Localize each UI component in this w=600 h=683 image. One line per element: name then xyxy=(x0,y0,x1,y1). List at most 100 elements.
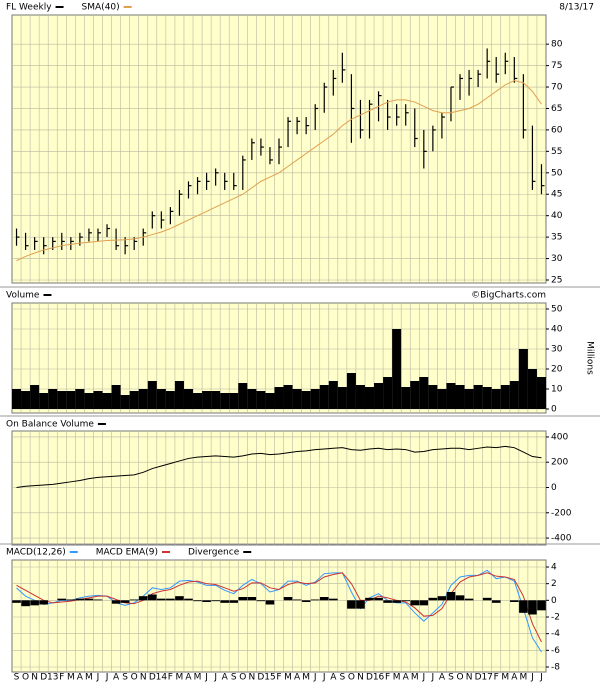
x-tick-label: 17 xyxy=(481,673,492,683)
x-tick-label: J xyxy=(431,673,435,683)
x-tick-label: N xyxy=(466,673,473,683)
x-tick-label: O xyxy=(239,673,246,683)
bar xyxy=(319,597,329,601)
bar xyxy=(156,389,166,409)
y-tick-label: 40 xyxy=(551,325,563,335)
x-tick-label: J xyxy=(105,673,109,683)
bar xyxy=(527,369,537,409)
bar xyxy=(183,389,194,409)
x-tick-label: D xyxy=(366,673,373,683)
bar xyxy=(93,599,103,601)
date: 8/13/17 xyxy=(559,3,594,13)
y-axis-label: Millions xyxy=(585,341,595,375)
bar xyxy=(437,596,447,601)
y-tick-label: 45 xyxy=(551,190,562,200)
bar xyxy=(500,385,510,409)
bar xyxy=(75,598,85,601)
bar xyxy=(383,600,392,603)
y-tick-label: 25 xyxy=(551,275,562,285)
legend-label: Divergence xyxy=(188,548,240,558)
bar xyxy=(446,383,456,409)
bar xyxy=(419,600,429,606)
bar xyxy=(319,385,329,409)
bar xyxy=(12,389,22,409)
y-tick-label: -4 xyxy=(551,629,560,639)
bar xyxy=(256,600,266,602)
bar xyxy=(392,600,401,603)
x-tick-label: M xyxy=(519,673,527,683)
bar xyxy=(410,381,420,409)
bar xyxy=(202,600,211,602)
x-tick-label: 13 xyxy=(47,673,58,683)
y-tick-label: 10 xyxy=(551,385,563,395)
bar xyxy=(265,600,275,605)
bar xyxy=(518,349,528,409)
bar xyxy=(193,600,202,602)
bar xyxy=(292,599,302,601)
bar xyxy=(238,597,248,601)
bar xyxy=(138,596,148,601)
x-tick-label: F xyxy=(168,673,173,683)
legend-label: On Balance Volume xyxy=(6,420,94,430)
bar xyxy=(491,389,501,409)
bar xyxy=(165,391,175,409)
x-tick-label: F xyxy=(276,673,281,683)
bar xyxy=(401,387,411,409)
y-tick-label: 4 xyxy=(551,563,557,573)
x-tick-label: A xyxy=(403,673,410,683)
y-tick-label: -6 xyxy=(551,646,560,656)
x-tick-label: J xyxy=(530,673,534,683)
bar xyxy=(12,600,21,603)
bar xyxy=(166,598,175,601)
x-tick-label: O xyxy=(131,673,138,683)
bar xyxy=(482,387,492,409)
bar xyxy=(283,385,293,409)
bar xyxy=(193,393,203,409)
bar xyxy=(392,329,402,409)
y-tick-label: 50 xyxy=(551,168,563,178)
bar xyxy=(211,600,220,602)
macd-line xyxy=(16,572,542,643)
bar xyxy=(157,598,166,601)
y-tick-label: 65 xyxy=(551,104,562,114)
bar xyxy=(220,393,230,409)
x-tick-label: A xyxy=(330,673,337,683)
bar xyxy=(410,600,420,606)
y-tick-label: 50 xyxy=(551,305,563,315)
bar xyxy=(428,385,438,409)
bar xyxy=(147,381,157,409)
x-tick-label: S xyxy=(231,673,237,683)
bar xyxy=(57,598,67,601)
x-tick-label: F xyxy=(385,673,390,683)
x-tick-label: 15 xyxy=(264,673,275,683)
bar xyxy=(238,383,248,409)
bar xyxy=(48,389,58,409)
bar xyxy=(346,373,356,409)
bar xyxy=(374,383,384,409)
bar xyxy=(274,387,284,409)
y-tick-label: 80 xyxy=(551,40,563,50)
y-tick-label: -200 xyxy=(551,508,572,518)
bar xyxy=(30,600,39,606)
bar xyxy=(211,391,221,409)
y-tick-label: 0 xyxy=(551,405,557,415)
x-tick-label: 14 xyxy=(156,673,168,683)
bar xyxy=(364,387,375,409)
bar xyxy=(355,385,365,409)
x-tick-label: A xyxy=(185,673,192,683)
x-tick-label: A xyxy=(222,673,229,683)
x-tick-label: D xyxy=(475,673,482,683)
bar xyxy=(337,387,347,409)
bar xyxy=(464,389,474,409)
x-tick-label: N xyxy=(31,673,38,683)
x-tick-label: S xyxy=(14,673,20,683)
bar xyxy=(383,377,393,409)
bar xyxy=(310,599,320,601)
x-tick-label: F xyxy=(494,673,499,683)
x-tick-label: J xyxy=(204,673,208,683)
bar xyxy=(75,389,85,409)
x-tick-label: J xyxy=(96,673,100,683)
x-tick-label: M xyxy=(85,673,93,683)
x-tick-label: O xyxy=(22,673,29,683)
